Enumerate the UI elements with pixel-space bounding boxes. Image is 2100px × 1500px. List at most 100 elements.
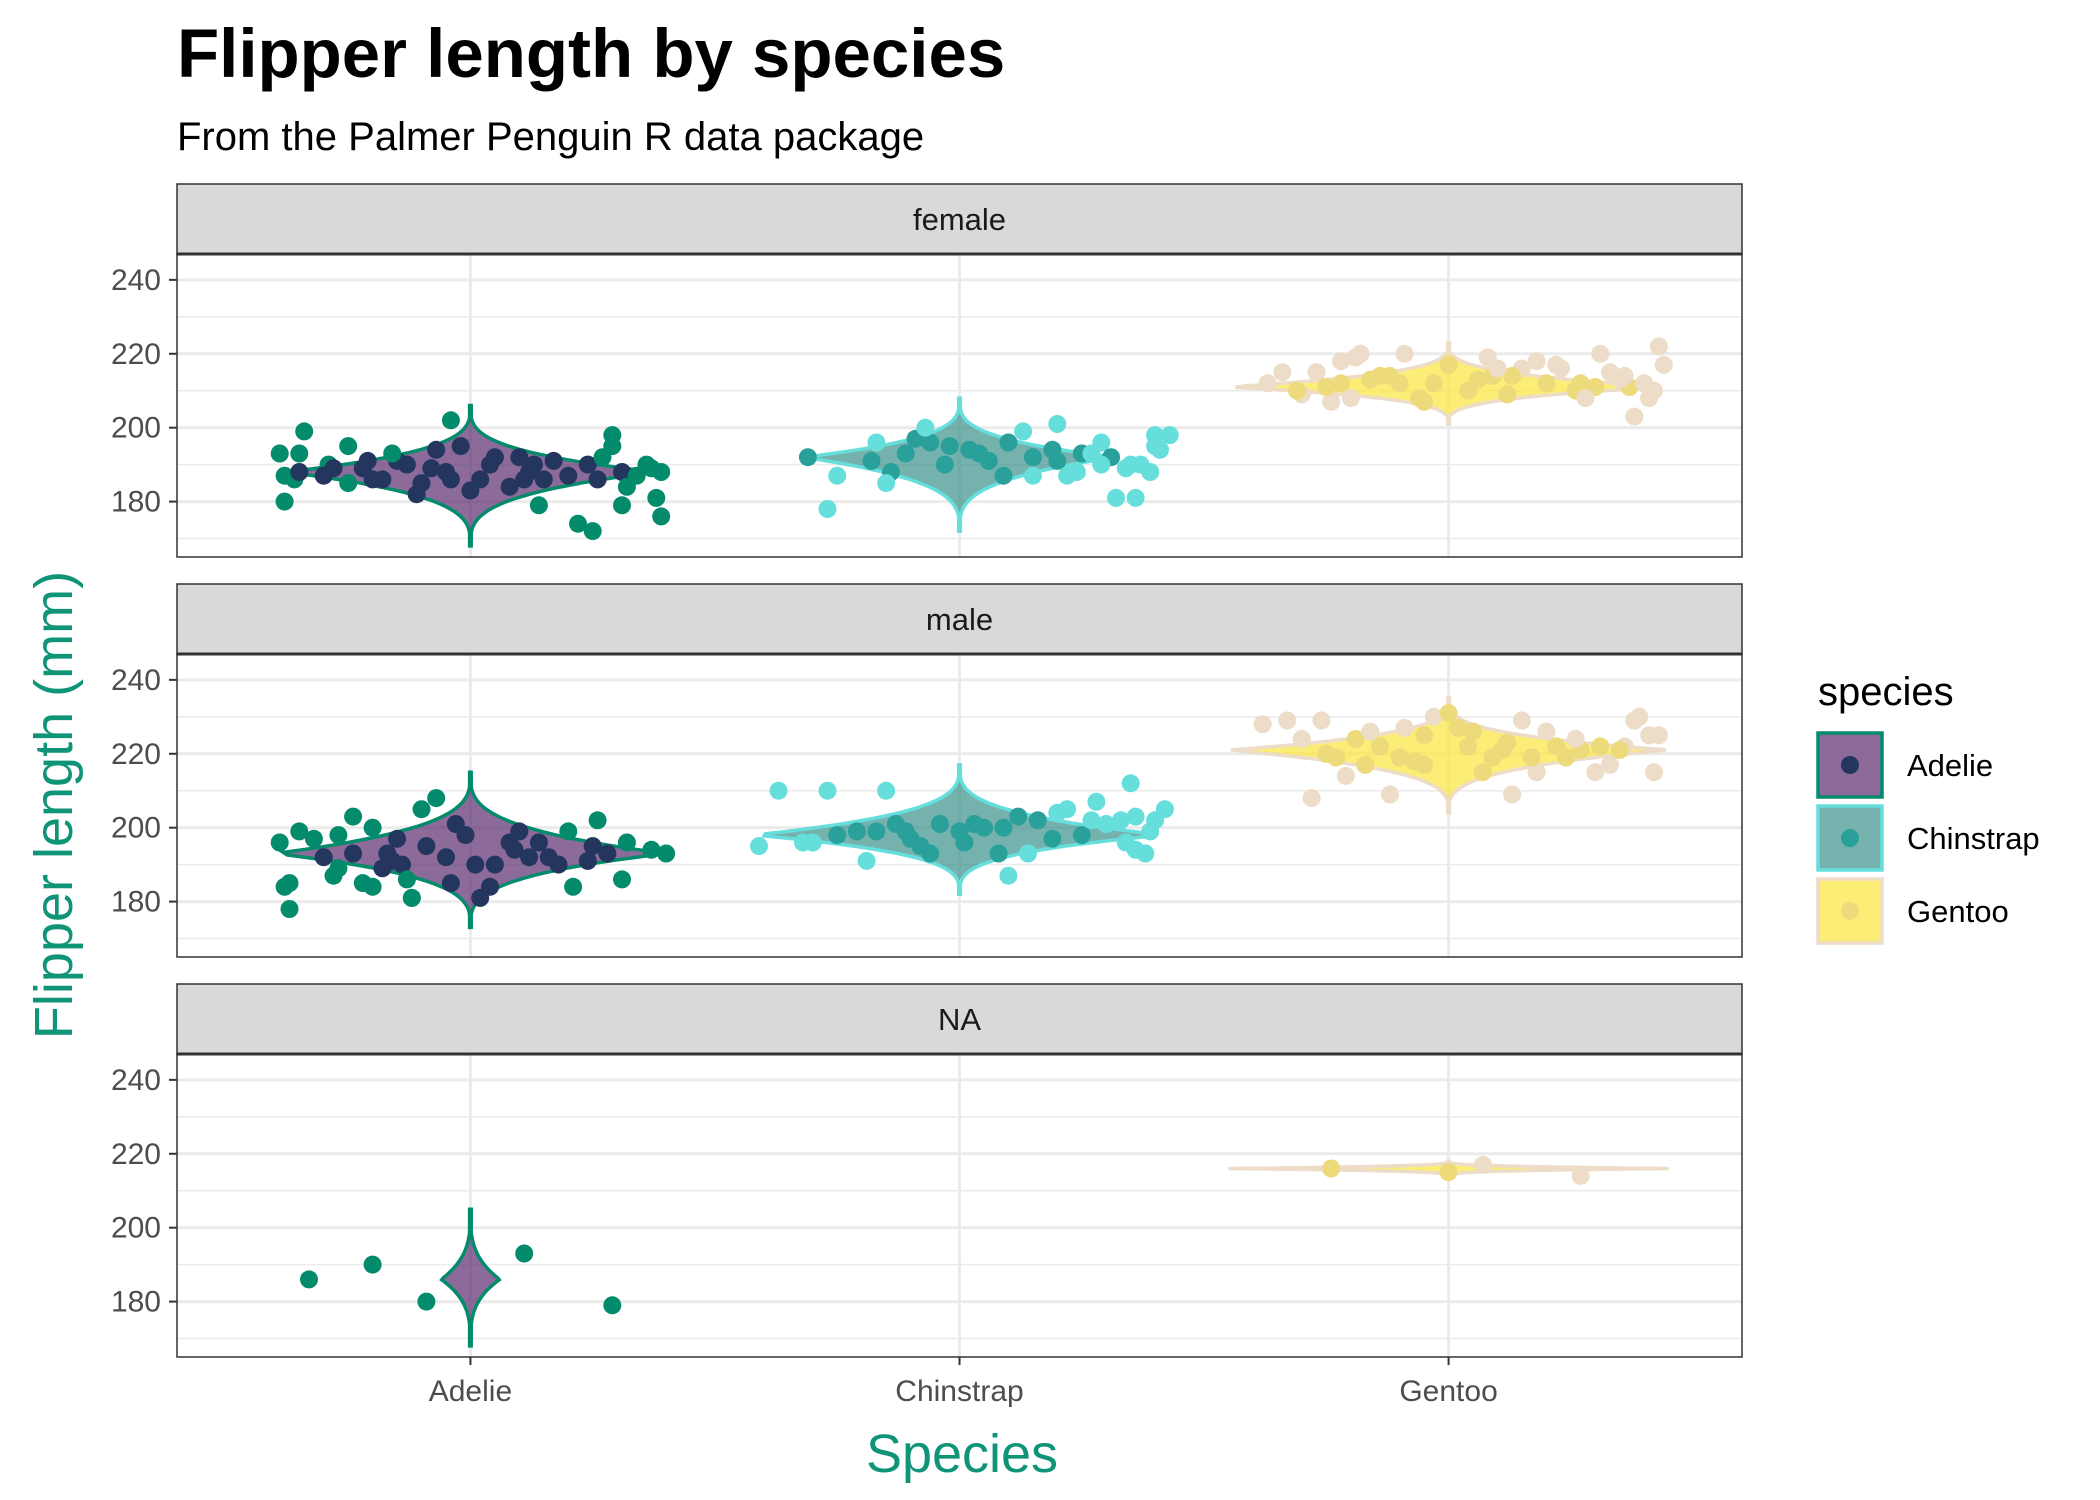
point-gentoo [1449, 718, 1468, 737]
point-gentoo [1439, 704, 1458, 723]
point-gentoo [1571, 1166, 1590, 1185]
point-adelie [437, 463, 455, 481]
point-chinstrap [1151, 440, 1169, 459]
chart-subtitle: From the Palmer Penguin R data package [177, 115, 924, 159]
point-adelie [422, 459, 441, 478]
legend-key-point [1841, 756, 1859, 774]
point-gentoo [1576, 389, 1595, 408]
point-adelie [363, 1255, 382, 1274]
point-adelie [363, 818, 382, 837]
point-gentoo [1649, 337, 1668, 356]
point-adelie [544, 451, 563, 470]
y-tick-label: 220 [111, 738, 161, 771]
point-chinstrap [867, 822, 886, 841]
y-tick-label: 200 [111, 1212, 161, 1245]
point-chinstrap [1023, 466, 1042, 485]
point-gentoo [1317, 378, 1336, 396]
point-chinstrap [1028, 811, 1047, 830]
point-adelie [339, 474, 358, 493]
point-chinstrap [877, 781, 896, 800]
point-gentoo [1424, 707, 1443, 726]
point-chinstrap [1087, 792, 1106, 811]
point-gentoo [1439, 1163, 1458, 1182]
point-gentoo [1610, 741, 1629, 760]
point-adelie [505, 840, 524, 859]
point-chinstrap [1072, 826, 1091, 845]
legend-entry-adelie: Adelie [1816, 731, 1993, 799]
point-adelie [578, 851, 597, 870]
point-adelie [402, 888, 421, 907]
facet-panel-na: NA 180 200 220 240 [111, 983, 1743, 1358]
point-chinstrap [994, 818, 1013, 837]
point-chinstrap [1082, 811, 1101, 830]
point-chinstrap [886, 815, 905, 833]
point-adelie [613, 463, 631, 481]
point-gentoo [1498, 733, 1517, 752]
point-adelie [417, 1292, 436, 1311]
point-adelie [412, 800, 431, 819]
point-adelie [441, 874, 460, 893]
point-gentoo [1273, 363, 1292, 382]
point-chinstrap [1048, 803, 1067, 822]
point-adelie [344, 807, 363, 826]
point-gentoo [1361, 370, 1380, 389]
point-chinstrap [1121, 774, 1140, 793]
point-gentoo [1556, 748, 1575, 767]
point-gentoo [1591, 344, 1610, 363]
point-adelie [314, 848, 333, 867]
point-adelie [363, 877, 382, 896]
point-chinstrap [877, 474, 896, 493]
point-chinstrap [857, 851, 876, 870]
point-adelie [353, 459, 372, 478]
point-chinstrap [1136, 844, 1155, 863]
point-chinstrap [1082, 444, 1101, 463]
point-gentoo [1522, 748, 1541, 767]
point-chinstrap [1048, 451, 1067, 470]
point-adelie [383, 444, 402, 463]
point-gentoo [1498, 385, 1517, 404]
point-gentoo [1336, 766, 1355, 785]
point-gentoo [1459, 737, 1478, 756]
y-tick-label: 220 [111, 1138, 161, 1171]
point-gentoo [1253, 715, 1272, 734]
point-gentoo [1332, 352, 1350, 371]
point-chinstrap [1019, 844, 1037, 863]
point-gentoo [1302, 789, 1321, 808]
facet-panels: female 180 200 220 240 male 180 200 220 240 NA 180 2… [111, 183, 1743, 1358]
point-chinstrap [930, 815, 949, 833]
y-tick-label: 180 [111, 1286, 161, 1319]
legend-entry-chinstrap: Chinstrap [1816, 804, 2040, 872]
point-gentoo [1537, 722, 1556, 741]
point-adelie [290, 463, 309, 481]
point-gentoo [1380, 785, 1399, 804]
x-tick-label-gentoo: Gentoo [1399, 1375, 1497, 1408]
point-adelie [275, 492, 294, 511]
y-tick-label: 220 [111, 338, 161, 371]
point-gentoo [1547, 355, 1566, 374]
point-adelie [642, 459, 661, 478]
x-axis: Adelie Chinstrap Gentoo [429, 1357, 1498, 1408]
point-chinstrap [828, 826, 847, 845]
point-gentoo [1415, 726, 1434, 745]
point-chinstrap [769, 781, 788, 800]
y-axis-title: Flipper length (mm) [24, 571, 84, 1039]
point-gentoo [1645, 763, 1663, 782]
point-gentoo [1649, 726, 1668, 745]
point-gentoo [1258, 374, 1277, 393]
point-gentoo [1591, 737, 1610, 756]
point-adelie [520, 848, 539, 867]
point-chinstrap [999, 866, 1018, 885]
point-chinstrap [916, 418, 935, 437]
point-adelie [564, 877, 583, 896]
point-gentoo [1488, 359, 1507, 378]
point-gentoo [1322, 392, 1341, 411]
legend-key [1816, 731, 1884, 799]
point-chinstrap [798, 448, 817, 467]
point-adelie [304, 829, 323, 848]
facet-strip [176, 183, 1743, 255]
point-adelie [583, 522, 602, 541]
point-chinstrap [828, 466, 847, 485]
point-adelie [627, 466, 646, 485]
point-adelie [510, 448, 529, 467]
y-tick-label: 240 [111, 264, 161, 297]
